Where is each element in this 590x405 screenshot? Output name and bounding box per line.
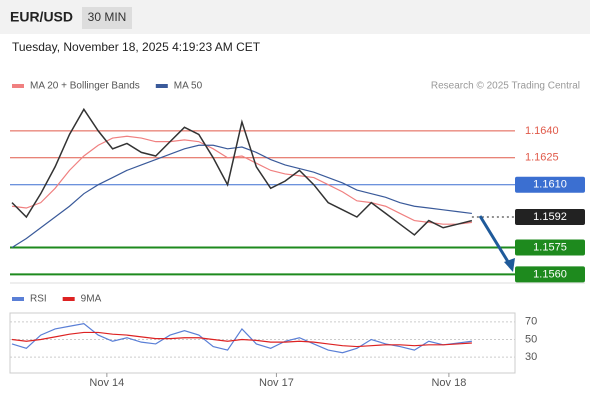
symbol: EUR/USD <box>10 9 73 25</box>
x-tick-label: Nov 18 <box>431 377 466 389</box>
legend-label: RSI <box>30 294 47 305</box>
legend-label: MA 20 + Bollinger Bands <box>30 81 140 92</box>
level-box <box>515 176 585 193</box>
y-tick-label: 50 <box>525 333 537 345</box>
price-line <box>11 107 473 236</box>
timeframe[interactable]: 30 MIN <box>88 10 127 24</box>
rsi-panel <box>9 312 516 374</box>
level-label: 1.1610 <box>533 179 567 191</box>
series-line <box>11 331 472 348</box>
forecast-arrow <box>478 215 512 266</box>
series-line <box>11 135 472 225</box>
credit: Research © 2025 Trading Central <box>431 81 580 92</box>
series-line <box>11 322 472 354</box>
legend-swatch <box>12 297 24 301</box>
timeframe-button[interactable] <box>82 7 132 29</box>
level-label: 1.1625 <box>525 152 559 164</box>
timestamp: Tuesday, November 18, 2025 4:19:23 AM CE… <box>12 40 261 54</box>
level-label: 1.1560 <box>533 268 567 280</box>
level-box <box>515 239 585 256</box>
legend-swatch <box>155 84 168 88</box>
legend-label: 9MA <box>81 294 102 305</box>
legend-swatch <box>62 297 75 301</box>
x-tick-label: Nov 17 <box>259 377 294 389</box>
level-box <box>515 209 585 225</box>
y-tick-label: 30 <box>525 351 537 363</box>
level-label: 1.1575 <box>533 241 567 253</box>
level-label: 1.1592 <box>533 211 567 223</box>
legend-swatch <box>12 84 24 88</box>
x-tick-label: Nov 14 <box>89 377 124 389</box>
level-box <box>515 266 585 283</box>
series-line <box>11 144 472 249</box>
legend-label: MA 50 <box>174 81 203 92</box>
arrow-head <box>504 258 515 272</box>
level-label: 1.1640 <box>525 125 559 137</box>
y-tick-label: 70 <box>525 316 537 328</box>
